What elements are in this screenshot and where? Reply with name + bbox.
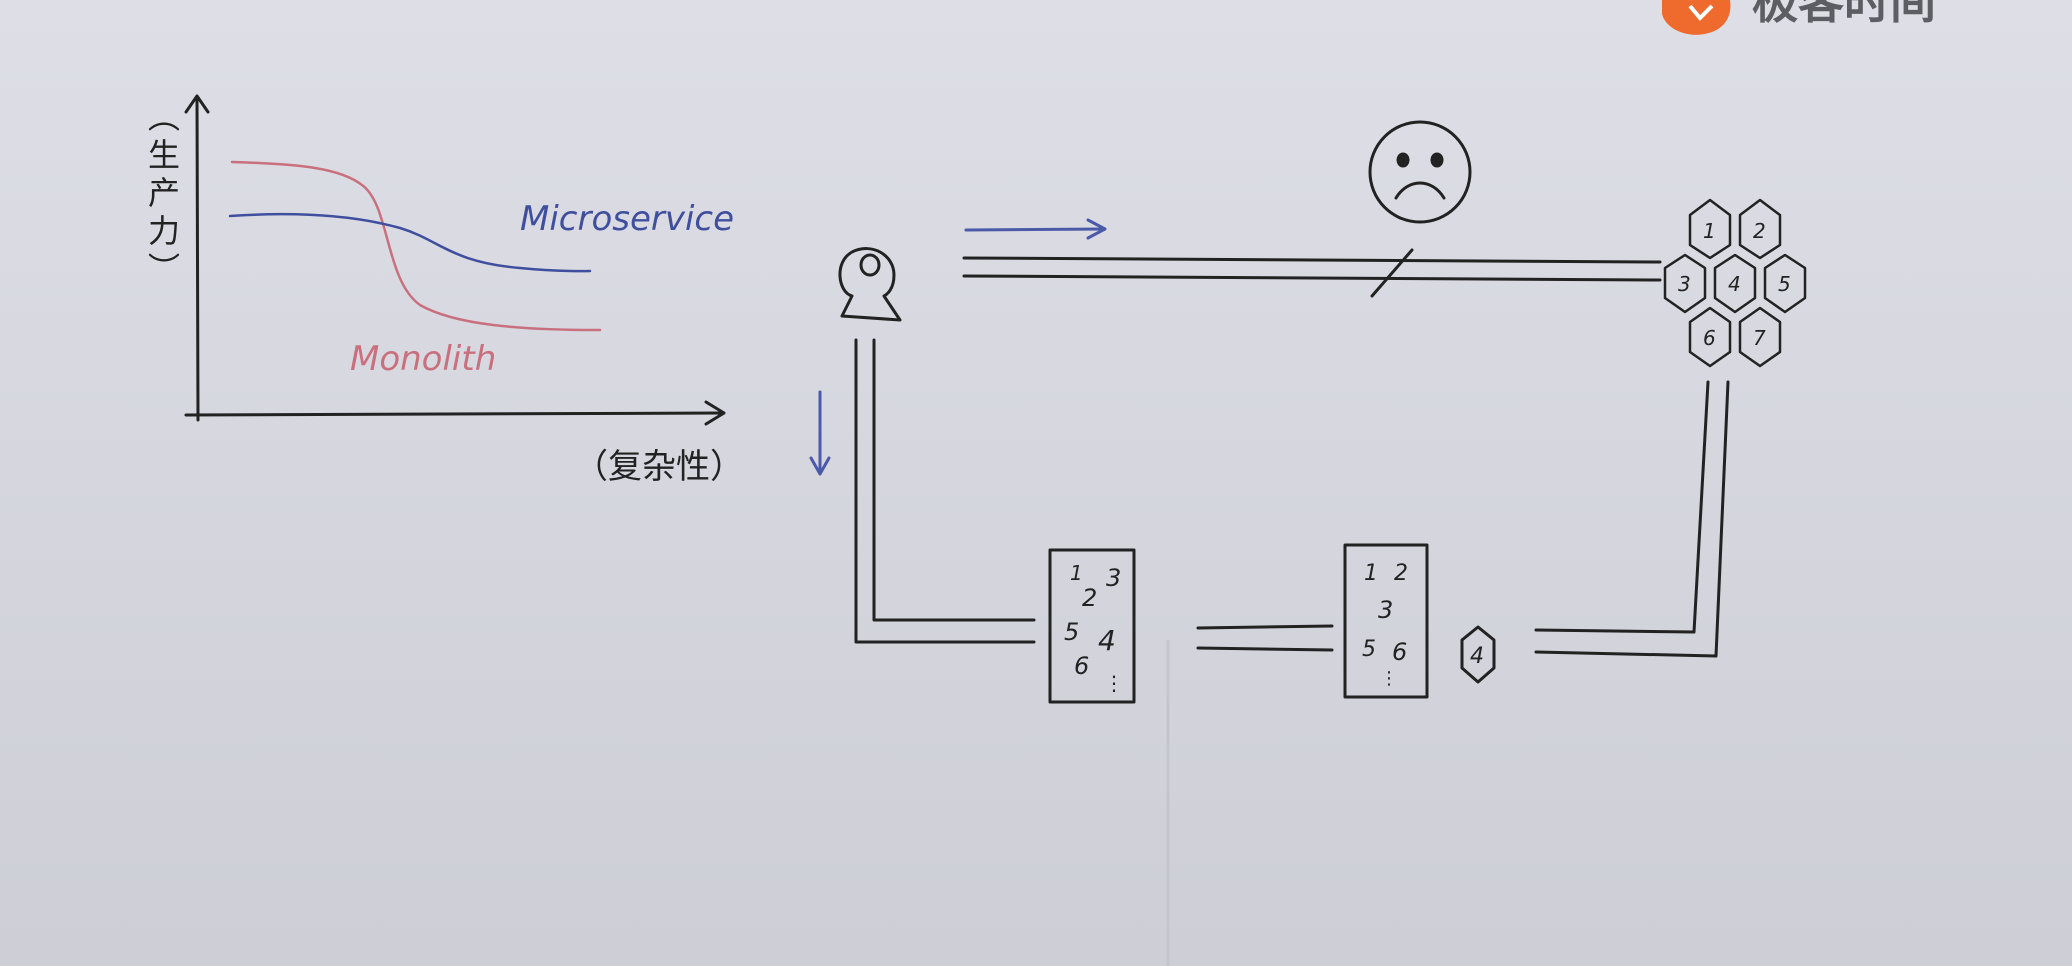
sad-face-eye-right — [1430, 152, 1444, 168]
hex-5 — [1763, 253, 1807, 314]
right-connection — [1534, 380, 1730, 658]
user-icon-label: 0 — [861, 274, 862, 276]
box-left-cell-5: 5 — [1064, 618, 1079, 646]
legend-microservice: Microservice — [520, 199, 734, 239]
broken-link-mark — [1370, 248, 1414, 298]
arrow-down-icon — [809, 390, 831, 476]
box-left-cell-2: 2 — [1082, 584, 1097, 612]
hex-5-label: 5 — [1778, 272, 1791, 296]
y-axis — [195, 96, 200, 422]
cluster-numbers: 1 2 3 4 5 6 7 — [1678, 219, 1791, 350]
y-axis-arrow — [184, 94, 210, 114]
microservices-cluster — [1663, 198, 1807, 368]
hex-7 — [1738, 306, 1782, 368]
hex-3-label: 3 — [1678, 272, 1691, 296]
single-service-label: 4 — [1470, 644, 1484, 669]
middle-connection — [1196, 624, 1334, 652]
box-middle-cell-5: 5 — [1362, 637, 1376, 662]
box-left-cell-6: 6 — [1074, 652, 1089, 680]
box-middle-cell-6: 6 — [1392, 638, 1407, 666]
hex-2 — [1738, 198, 1782, 260]
series-microservice-line — [228, 212, 592, 273]
hex-7-label: 7 — [1753, 326, 1766, 350]
box-left-numbers: 1 3 2 5 4 6 ⋮ — [1064, 561, 1124, 695]
hex-1 — [1688, 198, 1732, 260]
sad-face-icon — [1368, 120, 1472, 224]
y-axis-label: （生产力） — [143, 100, 181, 290]
hex-4 — [1713, 253, 1757, 314]
watermark-logo — [1662, 0, 1731, 35]
hex-1-label: 1 — [1703, 219, 1716, 243]
series-monolith-line — [230, 160, 602, 332]
arrow-right-icon — [964, 218, 1107, 240]
box-middle-cell-3: 3 — [1378, 596, 1393, 624]
box-middle-numbers: 1 2 3 5 6 ⋮ — [1362, 561, 1408, 689]
hex-2-label: 2 — [1753, 219, 1766, 243]
single-service-hex — [1460, 625, 1496, 684]
left-connection — [854, 338, 1036, 644]
x-axis-label: （复杂性） — [574, 447, 744, 487]
box-left — [1048, 548, 1136, 704]
hex-6-label: 6 — [1703, 326, 1716, 350]
box-left-cell-more: ⋮ — [1104, 671, 1124, 695]
box-left-cell-4: 4 — [1098, 624, 1116, 657]
top-connection — [962, 248, 1662, 298]
x-axis — [184, 411, 724, 417]
box-left-cell-1: 1 — [1070, 561, 1083, 585]
user-icon — [838, 247, 902, 322]
sad-face-eye-left — [1396, 152, 1410, 168]
box-middle-cell-2: 2 — [1394, 561, 1408, 586]
hex-4-label: 4 — [1728, 272, 1741, 296]
box-middle — [1343, 543, 1429, 699]
watermark-text: 极客时间 — [1752, 0, 1936, 29]
box-middle-cell-1: 1 — [1364, 561, 1378, 586]
box-left-cell-3: 3 — [1106, 564, 1121, 592]
box-middle-cell-more: ⋮ — [1380, 668, 1398, 689]
brand-logo-icon — [1662, 0, 1731, 35]
hex-3 — [1663, 253, 1707, 314]
hex-6 — [1688, 306, 1732, 368]
productivity-chart — [184, 94, 726, 426]
legend-monolith: Monolith — [350, 339, 496, 379]
x-axis-arrow — [704, 400, 726, 426]
